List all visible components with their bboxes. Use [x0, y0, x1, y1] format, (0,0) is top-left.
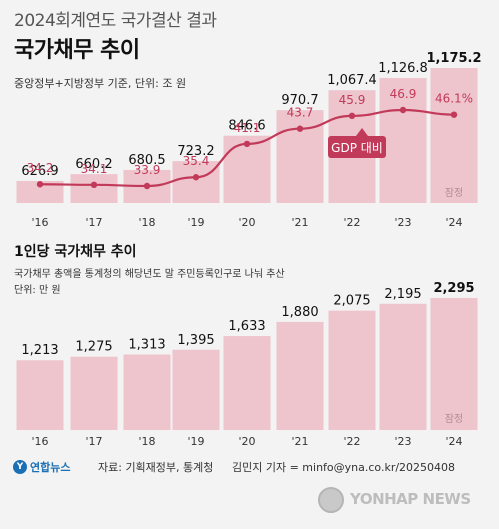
chart-supertitle: 2024회계연도 국가결산 결과: [14, 11, 217, 31]
x-tick-label: '16: [31, 435, 48, 448]
x-tick-label: '18: [138, 435, 155, 448]
chart1-unit-note: 중앙정부+지방정부 기준, 단위: 조 원: [14, 77, 187, 90]
provisional-label: 잠정: [445, 187, 463, 199]
bar-value-label: 1,126.8: [378, 61, 428, 76]
x-tick-label: '16: [31, 216, 48, 229]
gdp-ratio-point: [450, 111, 458, 118]
legend-label: GDP 대비: [331, 141, 383, 155]
bar-value-label: 660.2: [75, 157, 112, 172]
bar-value-label: 2,195: [384, 287, 421, 302]
gdp-ratio-label: 46.9: [390, 87, 417, 101]
chart2-note: 국가채무 총액을 통계청의 해당년도 말 주민등록인구로 나눠 추산: [14, 269, 285, 280]
x-tick-label: '23: [394, 216, 411, 229]
x-tick-label: '24: [445, 216, 462, 229]
bar-value-label: 680.5: [128, 153, 165, 168]
x-tick-label: '24: [445, 435, 462, 448]
gdp-ratio-point: [296, 125, 304, 132]
x-tick-label: '17: [85, 435, 102, 448]
bar-total-debt: [379, 77, 427, 203]
gdp-ratio-point: [243, 140, 251, 148]
source-note: 자료: 기획재정부, 통계청: [98, 461, 214, 474]
gdp-ratio-label: 34.1: [81, 162, 108, 176]
gdp-ratio-label: 46.1%: [435, 92, 473, 106]
bar-value-label: 1,633: [228, 319, 265, 334]
bar-value-label: 1,395: [177, 333, 214, 348]
chart2-unit: 단위: 만 원: [14, 285, 61, 296]
bar-per-capita-debt: [276, 321, 324, 430]
x-tick-label: '23: [394, 435, 411, 448]
gdp-ratio-label: 43.7: [287, 106, 314, 120]
bar-per-capita-debt: [328, 310, 376, 430]
x-tick-label: '19: [187, 216, 204, 229]
x-tick-label: '18: [138, 216, 155, 229]
bar-value-label: 1,213: [21, 343, 58, 358]
x-tick-label: '22: [343, 216, 360, 229]
gdp-ratio-label: 34.2: [27, 161, 54, 175]
bar-per-capita-debt: [430, 298, 478, 430]
gdp-ratio-label: 35.4: [183, 154, 210, 168]
bar-value-label: 846.6: [228, 119, 265, 134]
bar-value-label: 1,880: [281, 305, 318, 320]
bar-value-label: 2,295: [433, 281, 474, 296]
yonhap-logo-icon: Y: [13, 460, 27, 474]
gdp-ratio-label: 41.1: [234, 121, 261, 135]
gdp-ratio-point: [36, 181, 44, 188]
x-tick-label: '19: [187, 435, 204, 448]
credit-note: 김민지 기자 = minfo@yna.co.kr/20250408: [232, 461, 456, 474]
x-tick-label: '21: [291, 216, 308, 229]
bar-value-label: 626.9: [21, 164, 58, 179]
legend-pointer: [356, 128, 368, 136]
gdp-ratio-point: [192, 174, 200, 181]
bar-value-label: 1,275: [75, 340, 112, 355]
gdp-ratio-point: [348, 112, 356, 120]
bar-per-capita-debt: [70, 356, 118, 430]
bar-value-label: 1,175.2: [426, 51, 481, 66]
x-tick-label: '20: [238, 435, 255, 448]
x-tick-label: '17: [85, 216, 102, 229]
debt-total-chart: 626.9 '16 660.2 '17 680.5 '18 723.2 '19 846.6 '20…: [16, 51, 482, 229]
gdp-ratio-point: [90, 181, 98, 189]
gdp-ratio-label: 45.9: [339, 93, 366, 107]
bar-value-label: 723.2: [177, 144, 214, 159]
bar-total-debt: [16, 180, 64, 203]
bar-value-label: 2,075: [333, 294, 370, 309]
gdp-ratio-point: [143, 182, 151, 190]
provisional-label: 잠정: [445, 413, 463, 425]
gdp-ratio-label: 33.9: [134, 163, 161, 177]
bar-per-capita-debt: [223, 336, 271, 430]
bar-per-capita-debt: [172, 349, 220, 430]
yonhap-watermark-icon: [318, 487, 344, 513]
bar-per-capita-debt: [123, 354, 171, 430]
x-tick-label: '20: [238, 216, 255, 229]
x-tick-label: '22: [343, 435, 360, 448]
yonhap-watermark: YONHAP NEWS: [350, 490, 471, 508]
chart2-title: 1인당 국가채무 추이: [14, 244, 137, 260]
bar-per-capita-debt: [16, 360, 64, 430]
yonhap-logo: Y 연합뉴스: [13, 459, 70, 475]
bar-total-debt: [172, 161, 220, 203]
bar-value-label: 1,067.4: [327, 73, 377, 88]
gdp-ratio-point: [399, 106, 407, 114]
bar-per-capita-debt: [379, 303, 427, 430]
x-tick-label: '21: [291, 435, 308, 448]
legend-box: [328, 136, 386, 158]
bar-total-debt: [70, 174, 118, 203]
yonhap-logo-text: 연합뉴스: [30, 461, 71, 474]
bar-total-debt: [430, 68, 478, 203]
chart-title: 국가채무 추이: [14, 38, 140, 63]
bar-value-label: 1,313: [128, 337, 165, 352]
bar-value-label: 970.7: [281, 93, 318, 108]
